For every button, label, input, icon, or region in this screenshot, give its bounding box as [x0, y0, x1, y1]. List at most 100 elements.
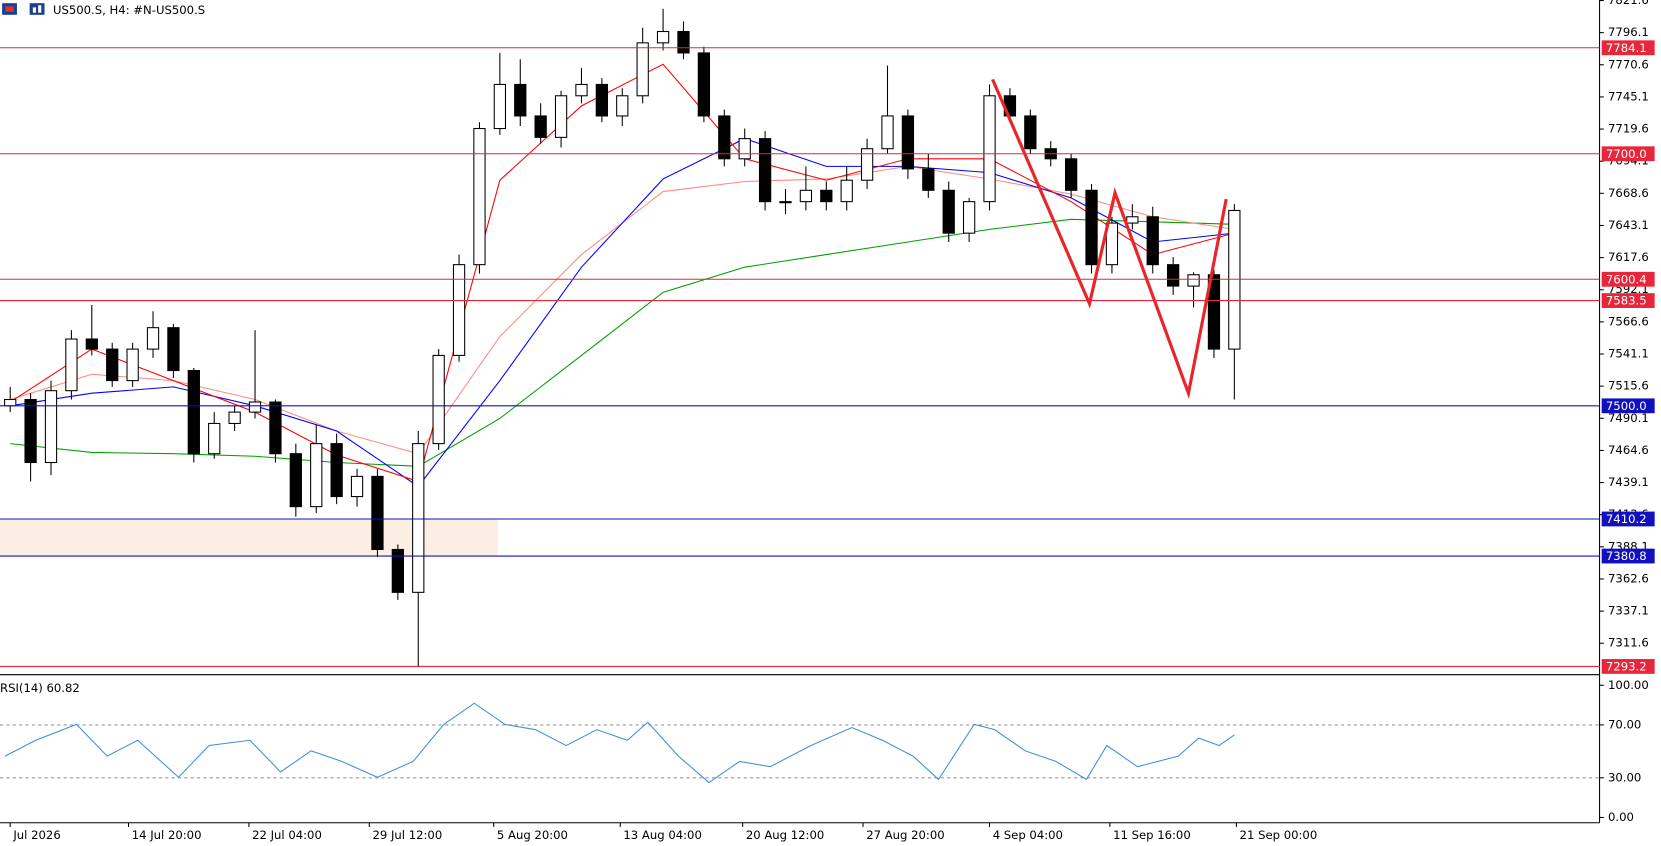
candle-body: [1167, 264, 1180, 287]
x-tick-label: 22 Jul 04:00: [252, 828, 322, 842]
y-tick-label: 7566.6: [1608, 314, 1649, 328]
rsi-tick-label: 30.00: [1608, 770, 1641, 784]
level-tag: [1601, 659, 1655, 674]
candle-body: [656, 30, 670, 44]
candle-body: [922, 168, 935, 191]
x-tick-label: 27 Aug 20:00: [866, 828, 944, 842]
candle-body: [126, 348, 139, 382]
candle-body: [514, 83, 527, 117]
candle-body: [473, 128, 486, 266]
candle-body: [269, 401, 282, 455]
candle-body: [881, 115, 894, 150]
x-tick-label: 13 Aug 04:00: [623, 828, 701, 842]
candle-body: [1105, 222, 1119, 266]
level-tag: [1601, 40, 1655, 56]
candle-body: [493, 83, 507, 130]
level-label: 7700.0: [1606, 147, 1647, 161]
candle-body: [860, 148, 874, 181]
level-label: 7600.4: [1606, 272, 1647, 286]
candle-body: [554, 95, 568, 138]
candle-body: [310, 443, 323, 508]
level-label: 7380.8: [1606, 549, 1647, 563]
y-tick-label: 7796.1: [1608, 25, 1649, 39]
candle-body: [65, 338, 78, 392]
y-tick-label: 7643.1: [1608, 218, 1649, 232]
candle-body: [636, 42, 649, 97]
x-tick-label: 14 Jul 20:00: [132, 828, 202, 842]
candle-body: [983, 95, 996, 203]
y-tick-label: 7617.6: [1608, 250, 1649, 264]
candle-body: [289, 453, 302, 508]
rsi-line: [4, 702, 1235, 784]
moving-average: [9, 63, 1235, 483]
candle-body: [575, 83, 588, 97]
x-tick-label: 5 Aug 20:00: [497, 828, 568, 842]
candle-body: [1064, 158, 1078, 191]
level-label: 7500.0: [1606, 399, 1647, 413]
level-label: 7293.2: [1606, 659, 1647, 673]
candle-body: [1085, 189, 1098, 266]
candle-body: [85, 338, 98, 350]
level-label: 7410.2: [1606, 512, 1647, 526]
candle-body: [738, 138, 751, 160]
rsi-tick-label: 70.00: [1608, 717, 1641, 731]
rsi-tick-label: 100.00: [1608, 678, 1649, 692]
y-tick-label: 7439.1: [1608, 475, 1649, 489]
x-tick-label: 20 Aug 12:00: [746, 828, 824, 842]
candle-body: [840, 179, 853, 203]
y-tick-label: 7821.6: [1608, 0, 1649, 7]
candle-body: [820, 189, 833, 203]
candle-body: [1146, 216, 1159, 266]
level-tag: [1601, 548, 1655, 564]
icon: [5, 6, 14, 12]
y-tick-label: 7770.6: [1608, 57, 1649, 71]
candle-body: [452, 264, 466, 356]
level-tag: [1601, 271, 1655, 287]
y-tick-label: 7515.6: [1608, 379, 1649, 393]
y-tick-label: 7464.6: [1608, 443, 1649, 457]
level-tag: [1601, 293, 1655, 308]
candle-body: [4, 398, 17, 407]
candle-body: [534, 115, 547, 138]
candle-body: [718, 115, 731, 160]
candle-body: [146, 327, 160, 350]
y-tick-label: 7337.1: [1608, 604, 1649, 618]
y-tick-label: 7668.6: [1608, 186, 1649, 200]
candle-body: [391, 548, 404, 593]
candle-body: [942, 189, 955, 234]
candle-body: [779, 201, 792, 204]
toolbar-icons: [2, 3, 45, 15]
y-tick-label: 7311.6: [1608, 636, 1649, 650]
candle-body: [350, 475, 364, 498]
candle-body: [432, 354, 445, 445]
candle-body: [1126, 216, 1139, 224]
candle-body: [208, 422, 221, 455]
level-label: 7784.1: [1606, 41, 1647, 55]
y-tick-label: 7490.1: [1608, 411, 1649, 425]
candle-body: [106, 348, 119, 382]
candle-body: [228, 411, 241, 424]
candle-body: [167, 327, 180, 372]
candle-body: [595, 83, 609, 117]
level-label: 7583.5: [1606, 294, 1647, 308]
x-tick-label: 11 Sep 16:00: [1113, 828, 1191, 842]
pattern-line: [991, 78, 1228, 400]
candle-body: [371, 475, 384, 551]
level-tag: [1601, 398, 1655, 414]
x-tick-label: 4 Sep 04:00: [993, 828, 1063, 842]
chart-title: US500.S, H4: #N-US500.S: [53, 3, 205, 17]
x-tick-label: Jul 2026: [12, 828, 60, 842]
candle-body: [187, 369, 200, 455]
icon: [32, 7, 37, 13]
level-tag: [1601, 511, 1655, 527]
rsi-label: RSI(14) 60.82: [0, 681, 80, 695]
candle-body: [24, 398, 37, 464]
candle-body: [962, 201, 976, 234]
candle-body: [758, 138, 772, 203]
y-tick-label: 7745.1: [1608, 89, 1649, 103]
x-tick-label: 29 Jul 12:00: [372, 828, 442, 842]
x-tick-label: 21 Sep 00:00: [1240, 828, 1318, 842]
level-tag: [1601, 146, 1655, 162]
